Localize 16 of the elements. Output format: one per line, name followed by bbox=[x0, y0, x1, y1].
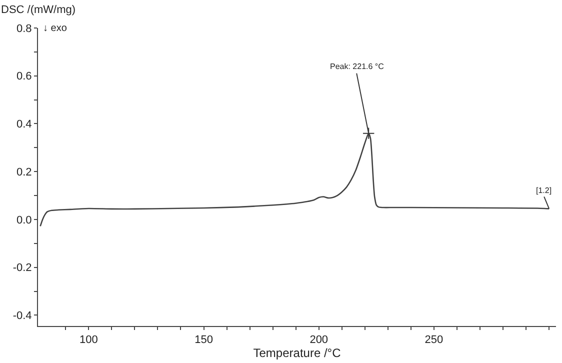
x-tick-label: 200 bbox=[310, 334, 328, 346]
annotation: ↓ exo bbox=[43, 23, 68, 34]
y-tick-label: 0.2 bbox=[16, 166, 32, 178]
x-axis-title: Temperature /°C bbox=[253, 346, 342, 360]
y-tick-label: 0.0 bbox=[16, 214, 32, 226]
x-tick-label: 100 bbox=[79, 334, 98, 346]
y-tick-label: 0.4 bbox=[16, 118, 32, 131]
y-tick-label: -0.4 bbox=[12, 310, 32, 322]
annotation: [1.2] bbox=[536, 186, 552, 195]
annotation: Peak: 221.6 °C bbox=[330, 62, 384, 71]
y-tick-label: 0.8 bbox=[16, 22, 32, 35]
x-tick-label: 250 bbox=[424, 334, 444, 346]
x-tick-label: 150 bbox=[194, 334, 213, 346]
y-axis-title: DSC /(mW/mg) bbox=[1, 4, 76, 16]
y-tick-label: -0.2 bbox=[12, 262, 32, 274]
y-tick-label: 0.6 bbox=[16, 70, 32, 83]
